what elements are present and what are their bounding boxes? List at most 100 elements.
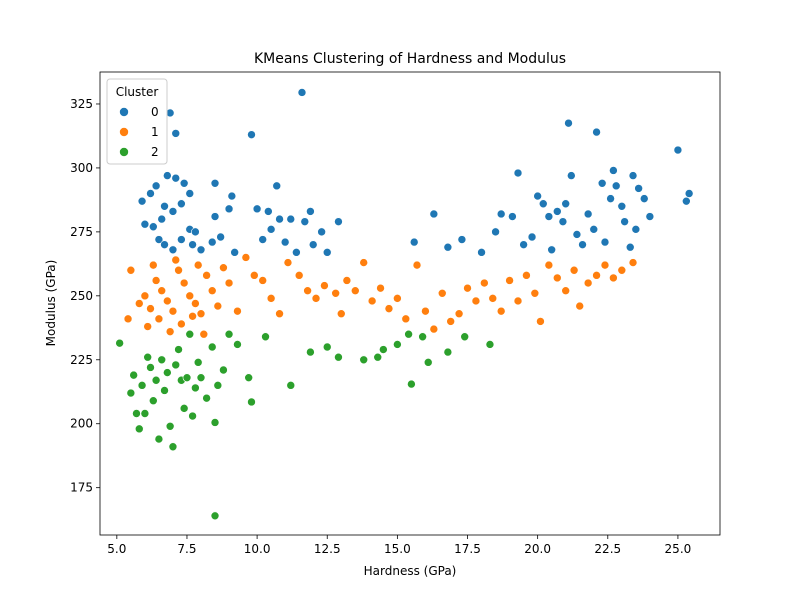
- x-tick-label: 25.0: [665, 542, 692, 556]
- point-cluster-2: [460, 332, 470, 342]
- point-cluster-1: [165, 327, 175, 336]
- point-cluster-1: [412, 260, 422, 270]
- point-cluster-0: [628, 171, 638, 180]
- point-cluster-2: [171, 360, 181, 370]
- point-cluster-0: [275, 214, 284, 224]
- point-cluster-1: [213, 301, 223, 311]
- point-cluster-0: [252, 204, 262, 214]
- legend-box: [106, 78, 168, 165]
- point-cluster-0: [634, 184, 643, 193]
- point-cluster-0: [477, 248, 486, 257]
- point-cluster-1: [617, 265, 627, 275]
- point-cluster-1: [471, 296, 481, 306]
- point-cluster-2: [373, 352, 383, 362]
- point-cluster-1: [163, 296, 172, 306]
- point-cluster-1: [536, 317, 545, 326]
- point-cluster-0: [322, 248, 332, 257]
- point-cluster-0: [547, 245, 556, 255]
- point-cluster-0: [292, 248, 301, 257]
- point-cluster-2: [137, 381, 147, 390]
- point-cluster-1: [224, 278, 234, 288]
- point-cluster-1: [609, 273, 618, 283]
- point-cluster-0: [286, 214, 296, 224]
- point-cluster-2: [219, 365, 228, 375]
- point-cluster-1: [336, 309, 346, 319]
- legend-label-2: 2: [151, 145, 159, 159]
- point-cluster-0: [196, 245, 206, 255]
- point-cluster-0: [306, 207, 315, 216]
- point-cluster-1: [174, 265, 183, 275]
- point-cluster-0: [191, 227, 200, 237]
- point-cluster-2: [443, 347, 453, 357]
- point-cluster-0: [230, 248, 239, 257]
- point-cluster-1: [429, 324, 439, 334]
- point-cluster-1: [168, 306, 178, 316]
- point-cluster-1: [421, 306, 430, 316]
- point-cluster-1: [513, 296, 523, 306]
- point-cluster-1: [149, 260, 158, 270]
- point-cluster-1: [207, 286, 217, 296]
- y-tick-label: 250: [70, 289, 93, 303]
- point-cluster-0: [527, 232, 537, 242]
- point-cluster-1: [258, 276, 268, 285]
- x-tick-label: 20.0: [524, 542, 551, 556]
- point-cluster-1: [592, 271, 601, 280]
- point-cluster-0: [631, 225, 641, 234]
- point-cluster-1: [275, 309, 284, 319]
- point-cluster-2: [404, 329, 413, 339]
- point-cluster-0: [552, 207, 562, 216]
- point-cluster-1: [437, 288, 447, 298]
- legend-title: Cluster: [116, 85, 159, 99]
- point-cluster-0: [247, 130, 256, 139]
- point-cluster-2: [188, 411, 197, 421]
- x-tick-label: 7.5: [177, 542, 196, 556]
- point-cluster-1: [154, 314, 164, 324]
- point-cluster-0: [491, 227, 500, 237]
- legend-marker-0: [119, 107, 129, 117]
- y-tick-label: 275: [70, 225, 93, 239]
- point-cluster-2: [129, 370, 138, 380]
- point-cluster-0: [600, 237, 610, 247]
- point-cluster-0: [673, 145, 683, 155]
- point-cluster-0: [216, 232, 225, 242]
- point-cluster-1: [600, 260, 610, 270]
- point-cluster-0: [317, 227, 326, 237]
- point-cluster-0: [210, 212, 220, 221]
- point-cluster-0: [258, 235, 268, 244]
- point-cluster-0: [334, 217, 343, 226]
- point-cluster-2: [174, 345, 183, 354]
- point-cluster-0: [508, 212, 517, 221]
- point-cluster-2: [134, 424, 144, 434]
- point-cluster-0: [606, 194, 615, 203]
- point-cluster-2: [115, 338, 124, 348]
- y-tick-label: 175: [70, 481, 93, 495]
- x-tick-label: 22.5: [594, 542, 621, 556]
- point-cluster-0: [589, 225, 599, 234]
- point-cluster-0: [154, 235, 164, 244]
- point-cluster-2: [160, 386, 169, 395]
- x-axis: 5.0 7.5 10.0 12.5 15.0 17.5 20.0 22.5 25.0: [107, 535, 691, 556]
- point-cluster-1: [134, 299, 144, 308]
- point-cluster-1: [241, 253, 251, 262]
- point-cluster-0: [538, 199, 548, 209]
- point-cluster-2: [202, 393, 211, 403]
- point-cluster-1: [496, 306, 506, 316]
- point-cluster-0: [561, 199, 571, 209]
- legend: Cluster 0 1 2: [106, 78, 168, 165]
- point-cluster-0: [578, 240, 587, 249]
- point-cluster-1: [250, 271, 259, 280]
- point-cluster-0: [409, 237, 419, 247]
- legend-marker-1: [119, 127, 129, 137]
- point-cluster-1: [202, 271, 211, 280]
- point-cluster-1: [196, 309, 206, 319]
- point-cluster-1: [488, 294, 498, 303]
- point-cluster-1: [171, 255, 181, 265]
- point-cluster-0: [177, 235, 186, 244]
- point-cluster-1: [199, 329, 209, 339]
- point-cluster-1: [266, 294, 276, 303]
- point-cluster-1: [522, 271, 531, 280]
- legend-marker-2: [119, 147, 129, 157]
- point-cluster-0: [266, 225, 276, 234]
- point-cluster-2: [165, 421, 175, 431]
- point-cluster-0: [558, 217, 568, 226]
